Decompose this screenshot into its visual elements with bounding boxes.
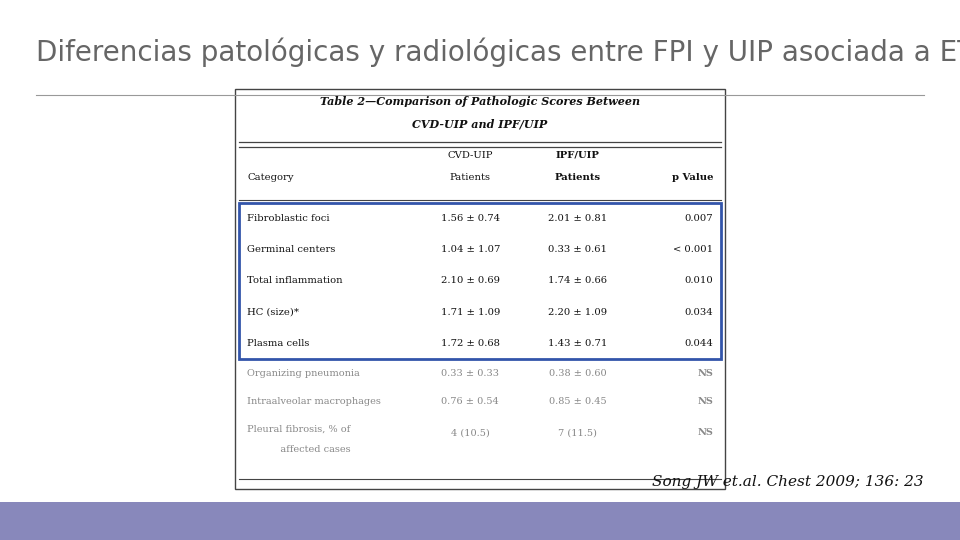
Text: NS: NS <box>697 369 713 377</box>
Bar <box>0 502 960 540</box>
Text: 1.72 ± 0.68: 1.72 ± 0.68 <box>441 339 500 348</box>
Text: affected cases: affected cases <box>271 444 350 454</box>
Bar <box>235 89 725 489</box>
Text: HC (size)*: HC (size)* <box>247 308 299 316</box>
Text: 0.010: 0.010 <box>684 276 713 285</box>
Text: CVD-UIP: CVD-UIP <box>447 151 492 160</box>
Text: 1.71 ± 1.09: 1.71 ± 1.09 <box>441 308 500 316</box>
Text: 1.56 ± 0.74: 1.56 ± 0.74 <box>441 214 500 222</box>
Text: 0.38 ± 0.60: 0.38 ± 0.60 <box>549 369 607 377</box>
Text: 0.33 ± 0.61: 0.33 ± 0.61 <box>548 245 608 254</box>
Text: 7 (11.5): 7 (11.5) <box>559 428 597 437</box>
Text: Diferencias patológicas y radiológicas entre FPI y UIP asociada a ETC: Diferencias patológicas y radiológicas e… <box>36 38 960 68</box>
Text: 0.034: 0.034 <box>684 308 713 316</box>
Text: Patients: Patients <box>449 173 491 183</box>
Text: Category: Category <box>248 173 294 183</box>
Text: 2.10 ± 0.69: 2.10 ± 0.69 <box>441 276 500 285</box>
Text: 0.76 ± 0.54: 0.76 ± 0.54 <box>442 397 499 406</box>
Text: 0.007: 0.007 <box>684 214 713 222</box>
Text: 2.20 ± 1.09: 2.20 ± 1.09 <box>548 308 608 316</box>
Text: Fibroblastic foci: Fibroblastic foci <box>247 214 329 222</box>
Text: Intraalveolar macrophages: Intraalveolar macrophages <box>247 397 380 406</box>
Text: Germinal centers: Germinal centers <box>247 245 335 254</box>
Text: Pleural fibrosis, % of: Pleural fibrosis, % of <box>247 425 350 434</box>
Text: 1.74 ± 0.66: 1.74 ± 0.66 <box>548 276 608 285</box>
Text: 4 (10.5): 4 (10.5) <box>451 428 490 437</box>
Text: < 0.001: < 0.001 <box>673 245 713 254</box>
Text: 1.04 ± 1.07: 1.04 ± 1.07 <box>441 245 500 254</box>
Text: Total inflammation: Total inflammation <box>247 276 343 285</box>
Text: NS: NS <box>697 397 713 406</box>
Text: Plasma cells: Plasma cells <box>247 339 309 348</box>
Text: Table 2—Comparison of Pathologic Scores Between: Table 2—Comparison of Pathologic Scores … <box>320 96 640 106</box>
Text: Organizing pneumonia: Organizing pneumonia <box>247 369 359 377</box>
Text: 2.01 ± 0.81: 2.01 ± 0.81 <box>548 214 608 222</box>
Text: 0.044: 0.044 <box>684 339 713 348</box>
Text: Song JW et.al. Chest 2009; 136: 23: Song JW et.al. Chest 2009; 136: 23 <box>652 475 924 489</box>
Text: IPF/UIP: IPF/UIP <box>556 151 600 160</box>
Text: 1.43 ± 0.71: 1.43 ± 0.71 <box>548 339 608 348</box>
Text: 0.33 ± 0.33: 0.33 ± 0.33 <box>442 369 499 377</box>
Text: 0.85 ± 0.45: 0.85 ± 0.45 <box>549 397 607 406</box>
Text: CVD-UIP and IPF/UIP: CVD-UIP and IPF/UIP <box>413 119 547 130</box>
Text: NS: NS <box>697 428 713 437</box>
Text: Patients: Patients <box>555 173 601 183</box>
Text: p Value: p Value <box>672 173 713 183</box>
Bar <box>239 202 721 359</box>
